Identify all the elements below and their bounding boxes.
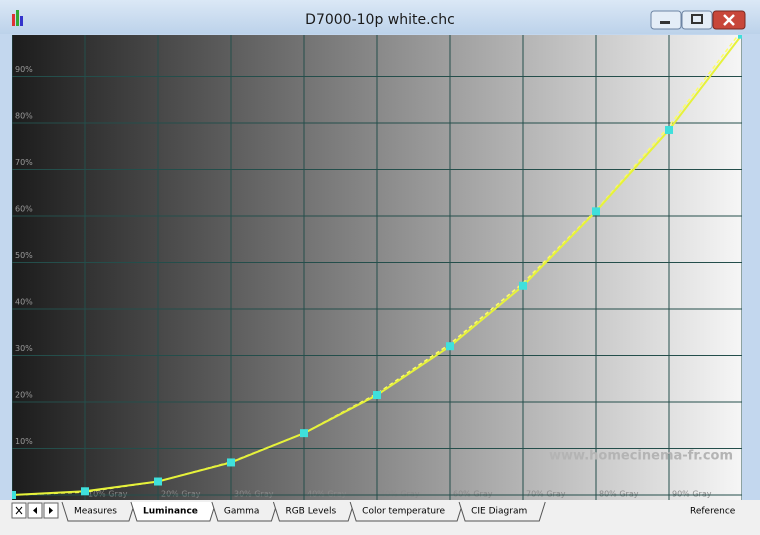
- marker: [665, 125, 673, 134]
- y-tick-label: 80%: [15, 112, 33, 121]
- app-icon: [12, 10, 23, 26]
- tabs: Measures Luminance Gamma RGB Levels Color te…: [61, 501, 546, 522]
- maximize-button[interactable]: [681, 10, 713, 30]
- y-tick-label: 90%: [15, 65, 33, 74]
- y-tick-label: 70%: [15, 158, 33, 167]
- tab[interactable]: CIE Diagram: [458, 501, 546, 522]
- marker: [154, 477, 162, 486]
- y-tick-label: 20%: [15, 391, 33, 400]
- tab[interactable]: Measures: [61, 501, 136, 522]
- close-button[interactable]: [712, 10, 746, 30]
- x-tick-label: 70% Gray: [526, 490, 566, 499]
- watermark: www.homecinema-fr.com: [549, 449, 733, 464]
- marker: [300, 429, 308, 438]
- tab-label: Measures: [74, 507, 117, 517]
- window-title: D7000-10p white.chc: [305, 12, 455, 28]
- x-tick-label: 10% Gray: [88, 490, 128, 499]
- x-tick-label: 40% Gray: [307, 490, 347, 499]
- x-tick-label: 50% Gray: [380, 490, 420, 499]
- plot: 10% Gray 20% Gray 30% Gray 40% Gray 50% Gray…: [12, 35, 742, 500]
- tab-label: CIE Diagram: [471, 507, 527, 517]
- x-tick-label: 90% Gray: [672, 490, 712, 499]
- marker: [446, 342, 454, 351]
- y-tick-label: 40%: [15, 298, 33, 307]
- marker: [81, 487, 89, 496]
- marker: [738, 35, 742, 39]
- y-tick-label: 60%: [15, 205, 33, 214]
- x-tick-label: 80% Gray: [599, 490, 639, 499]
- nav-buttons: [11, 502, 59, 519]
- tab-shape: [458, 501, 546, 522]
- tab-label: Gamma: [224, 507, 260, 517]
- x-tick-label: 20% Gray: [161, 490, 201, 499]
- minimize-button[interactable]: [650, 10, 682, 30]
- marker: [12, 491, 16, 499]
- tab[interactable]: Luminance: [130, 501, 217, 522]
- tab-label: RGB Levels: [285, 507, 336, 517]
- tab-shape: [272, 501, 355, 522]
- tab-label: Color temperature: [362, 507, 445, 517]
- tab-shape: [349, 501, 464, 522]
- x-tick-label: 60% Gray: [453, 490, 493, 499]
- y-tick-label: 10%: [15, 437, 33, 446]
- legend-label: Reference: [690, 507, 736, 517]
- marker: [373, 391, 381, 400]
- marker: [227, 458, 235, 467]
- tab[interactable]: Gamma: [211, 501, 278, 522]
- marker: [592, 207, 600, 216]
- tab-shape: [130, 501, 217, 522]
- tab[interactable]: RGB Levels: [272, 501, 355, 522]
- marker: [519, 281, 527, 290]
- x-tick-label: 30% Gray: [234, 490, 274, 499]
- title-bar: [0, 0, 760, 34]
- tab-shape: [61, 501, 136, 522]
- y-tick-label: 50%: [15, 251, 33, 260]
- tab-label: Luminance: [143, 507, 198, 517]
- y-tick-label: 30%: [15, 344, 33, 353]
- tab-shape: [211, 501, 278, 522]
- tab[interactable]: Color temperature: [349, 501, 464, 522]
